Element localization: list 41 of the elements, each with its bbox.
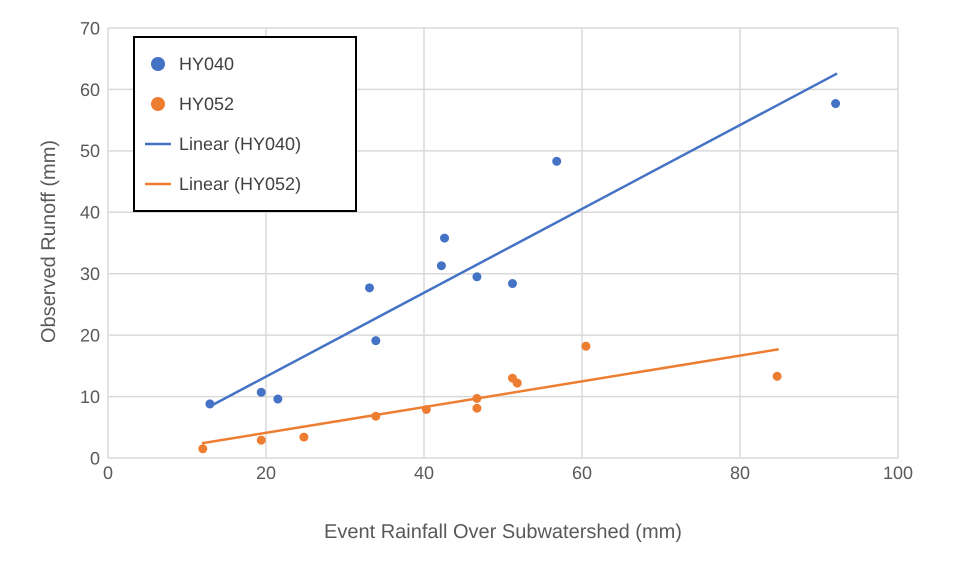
y-tick-label: 20 xyxy=(80,326,100,346)
point xyxy=(472,404,482,413)
point xyxy=(198,444,208,454)
legend-label: Linear (HY052) xyxy=(179,174,302,194)
y-tick-label: 30 xyxy=(80,264,100,284)
y-tick-label: 10 xyxy=(80,386,100,407)
point xyxy=(581,342,590,351)
x-tick-label: 80 xyxy=(730,462,750,483)
x-tick-label: 20 xyxy=(256,462,276,483)
x-tick-label: 40 xyxy=(414,462,434,483)
legend-label: HY052 xyxy=(179,94,234,114)
y-axis-title: Observed Runoff (mm) xyxy=(38,140,60,343)
y-tick-label: 50 xyxy=(80,141,100,162)
point xyxy=(273,394,282,404)
point xyxy=(364,283,374,292)
legend-label: HY040 xyxy=(179,54,234,74)
point xyxy=(256,388,266,397)
y-tick-label: 60 xyxy=(80,80,100,100)
point xyxy=(831,99,840,108)
point xyxy=(512,378,522,388)
x-tick-label: 100 xyxy=(882,462,914,483)
point xyxy=(371,336,380,346)
point xyxy=(205,399,214,408)
point xyxy=(552,156,562,166)
legend-label: Linear (HY040) xyxy=(179,134,302,154)
x-axis-title: Event Rainfall Over Subwatershed (mm) xyxy=(324,521,682,543)
y-tick-label: 40 xyxy=(80,202,100,223)
x-tick-label: 60 xyxy=(572,462,592,483)
point xyxy=(508,279,517,288)
point xyxy=(422,404,431,414)
point xyxy=(772,372,782,381)
point xyxy=(299,432,308,442)
point xyxy=(371,412,380,421)
point xyxy=(436,261,446,270)
point xyxy=(472,394,482,403)
point xyxy=(256,436,266,445)
y-tick-label: 70 xyxy=(80,18,100,38)
point xyxy=(440,234,450,243)
x-tick-label: 0 xyxy=(102,462,114,483)
y-tick-label: 0 xyxy=(90,448,100,468)
point xyxy=(472,272,482,282)
